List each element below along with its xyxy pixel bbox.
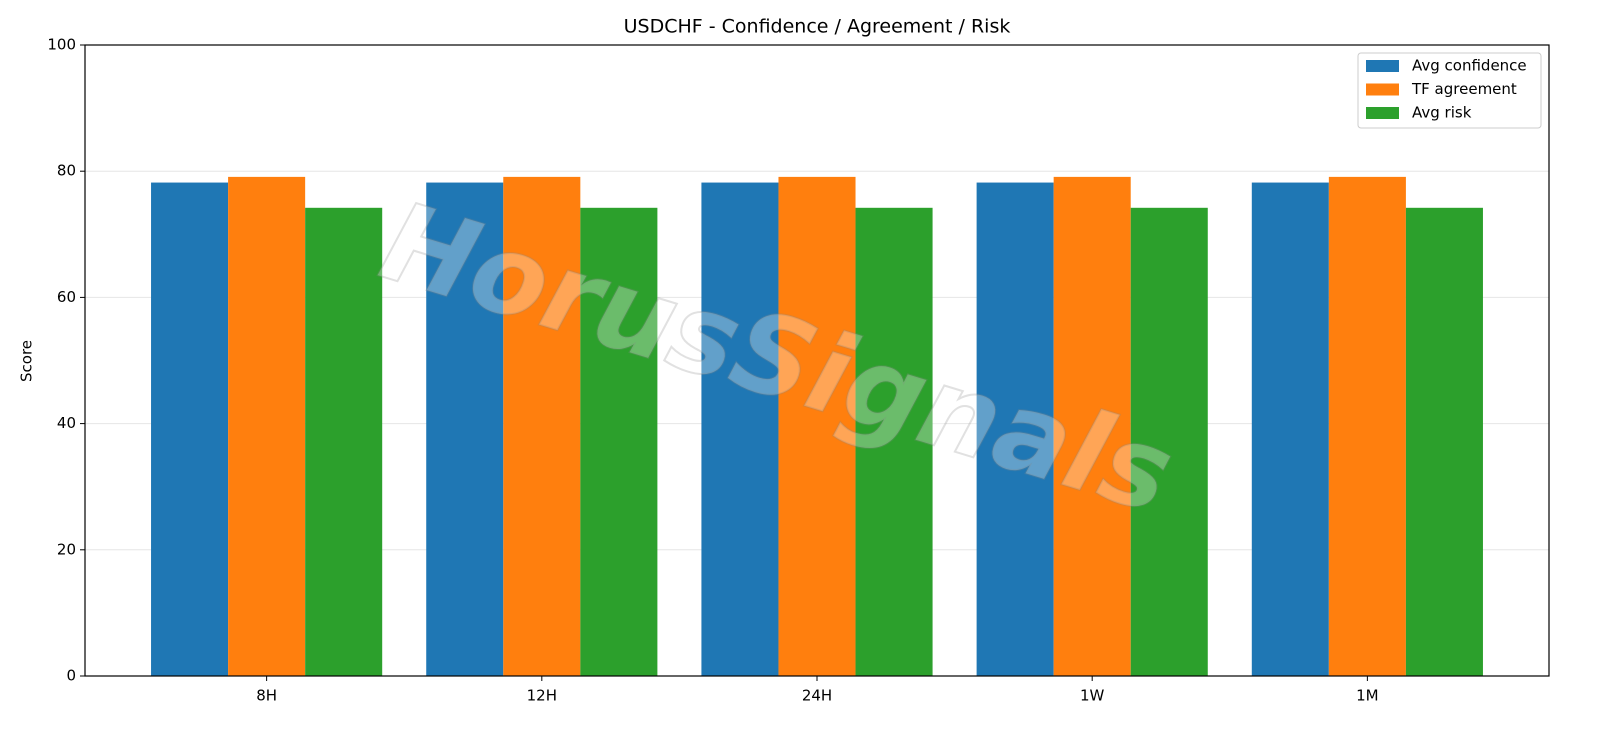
bar: [855, 207, 933, 676]
bar: [1053, 176, 1131, 676]
legend-swatch: [1366, 83, 1399, 96]
legend-label: TF agreement: [1411, 80, 1517, 98]
legend-label: Avg confidence: [1412, 57, 1527, 75]
bar: [1130, 207, 1208, 676]
y-tick-label: 40: [57, 414, 76, 432]
legend-label: Avg risk: [1412, 104, 1472, 122]
y-axis-label: Score: [18, 340, 36, 382]
bar: [778, 176, 856, 676]
chart-title: USDCHF - Confidence / Agreement / Risk: [624, 16, 1011, 38]
plot-frame: [84, 44, 1550, 677]
y-tick-label: 0: [66, 667, 76, 685]
bar: [426, 182, 504, 677]
bar: [305, 207, 383, 676]
bar: [580, 207, 658, 676]
legend-box: [1357, 52, 1542, 129]
bar: [151, 182, 229, 677]
x-tick-label: 24H: [802, 687, 832, 705]
legend-swatch: [1366, 60, 1399, 72]
bar: [1328, 176, 1406, 676]
y-tick-label: 20: [57, 540, 76, 558]
bar: [701, 182, 779, 677]
legend-swatch: [1366, 107, 1399, 119]
bar: [228, 176, 306, 676]
x-tick-label: 8H: [256, 687, 277, 705]
bar: [503, 176, 581, 676]
bar: [1405, 207, 1483, 676]
y-tick-label: 60: [57, 288, 76, 306]
bar: [976, 182, 1054, 677]
x-tick-label: 12H: [527, 687, 557, 705]
x-tick-label: 1W: [1080, 687, 1105, 705]
y-tick-label: 80: [57, 162, 76, 180]
bar: [1251, 182, 1329, 677]
x-tick-label: 1M: [1356, 687, 1379, 705]
y-tick-label: 100: [47, 36, 76, 54]
